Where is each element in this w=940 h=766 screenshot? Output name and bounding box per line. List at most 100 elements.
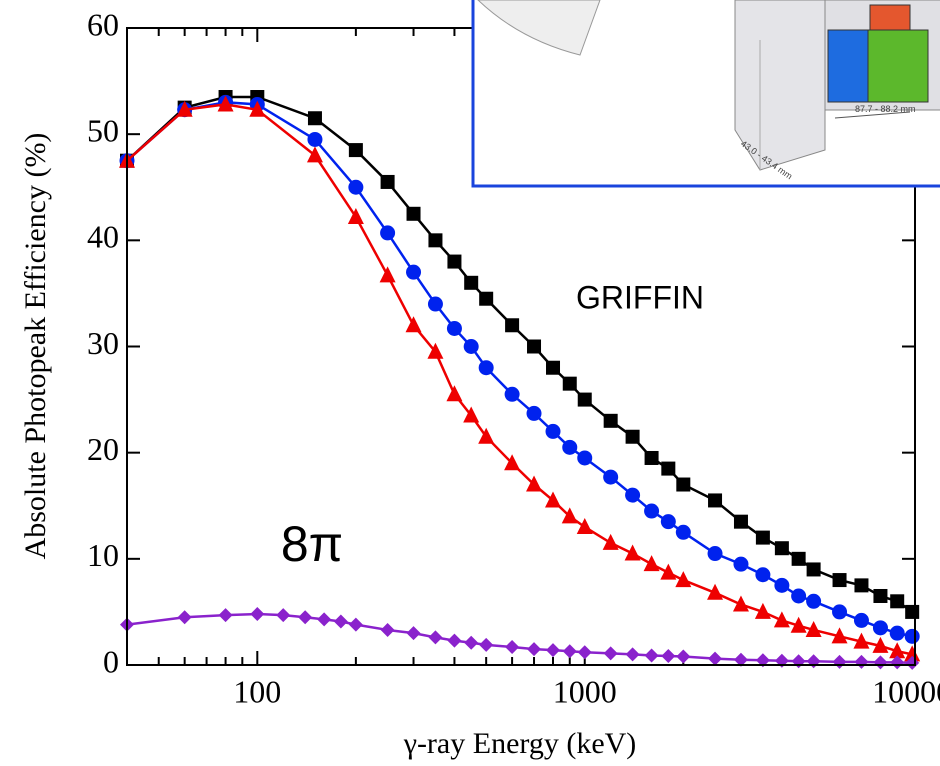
x-tick-label: 1000 [553, 673, 617, 709]
marker [505, 387, 520, 402]
marker [676, 650, 690, 664]
marker [756, 531, 770, 545]
marker [644, 555, 660, 571]
y-tick-label: 40 [87, 219, 119, 255]
marker [349, 143, 363, 157]
inset-shape [868, 30, 928, 102]
marker [317, 612, 331, 626]
marker [645, 648, 659, 662]
marker [406, 316, 422, 332]
marker [527, 340, 541, 354]
marker [676, 478, 690, 492]
marker [577, 518, 593, 534]
marker [546, 361, 560, 375]
marker [464, 339, 479, 354]
y-tick-label: 20 [87, 431, 119, 467]
series-line [127, 614, 912, 663]
marker [660, 564, 676, 580]
marker [792, 654, 806, 668]
marker [734, 515, 748, 529]
marker [447, 255, 461, 269]
marker [381, 623, 395, 637]
marker [774, 611, 790, 627]
marker [527, 642, 541, 656]
marker [428, 630, 442, 644]
x-tick-label: 100 [233, 673, 281, 709]
marker [807, 654, 821, 668]
inset-shape [828, 30, 868, 102]
marker [854, 613, 869, 628]
marker [603, 470, 618, 485]
y-tick-label: 30 [87, 325, 119, 361]
annotation: 8π [281, 516, 343, 572]
marker [661, 649, 675, 663]
marker [505, 640, 519, 654]
marker [645, 451, 659, 465]
marker [626, 430, 640, 444]
marker [334, 614, 348, 628]
marker [873, 620, 888, 635]
marker [854, 578, 868, 592]
marker [406, 265, 421, 280]
y-tick-label: 0 [103, 643, 119, 679]
marker [833, 573, 847, 587]
marker [733, 557, 748, 572]
marker [428, 233, 442, 247]
y-tick-label: 50 [87, 113, 119, 149]
marker [807, 562, 821, 576]
marker [661, 514, 676, 529]
marker [905, 629, 920, 644]
marker [407, 207, 421, 221]
marker [806, 594, 821, 609]
marker [873, 589, 887, 603]
marker [833, 655, 847, 669]
marker [380, 266, 396, 282]
marker [428, 297, 443, 312]
marker [479, 638, 493, 652]
marker [733, 595, 749, 611]
marker [563, 377, 577, 391]
marker [625, 545, 641, 561]
marker [708, 652, 722, 666]
inset-image: 87.7 - 88.2 mm 43.0 - 43.4 mm [473, 0, 940, 186]
marker [447, 321, 462, 336]
marker [578, 645, 592, 659]
marker [545, 491, 561, 507]
y-tick-label: 60 [87, 6, 119, 42]
x-axis-title: γ-ray Energy (keV) [403, 727, 637, 760]
marker [219, 608, 233, 622]
marker [464, 276, 478, 290]
marker [307, 132, 322, 147]
marker [577, 450, 592, 465]
marker [479, 360, 494, 375]
marker [298, 610, 312, 624]
marker [407, 626, 421, 640]
marker [578, 393, 592, 407]
marker [854, 655, 868, 669]
marker [563, 644, 577, 658]
marker [675, 571, 691, 587]
marker [603, 534, 619, 550]
y-tick-label: 10 [87, 537, 119, 573]
marker [250, 607, 264, 621]
marker [792, 552, 806, 566]
marker [604, 414, 618, 428]
marker [349, 618, 363, 632]
marker [381, 175, 395, 189]
marker [708, 493, 722, 507]
marker [791, 588, 806, 603]
chart: 0102030405060100100010000 8π GRIFFIN γ-r… [0, 0, 940, 766]
marker [307, 146, 323, 162]
marker [873, 655, 887, 669]
marker [832, 604, 847, 619]
marker [774, 578, 789, 593]
series [120, 607, 919, 670]
marker [178, 610, 192, 624]
marker [562, 440, 577, 455]
marker [546, 643, 560, 657]
marker [890, 626, 905, 641]
marker [348, 180, 363, 195]
marker [755, 567, 770, 582]
marker [276, 608, 290, 622]
marker [447, 634, 461, 648]
